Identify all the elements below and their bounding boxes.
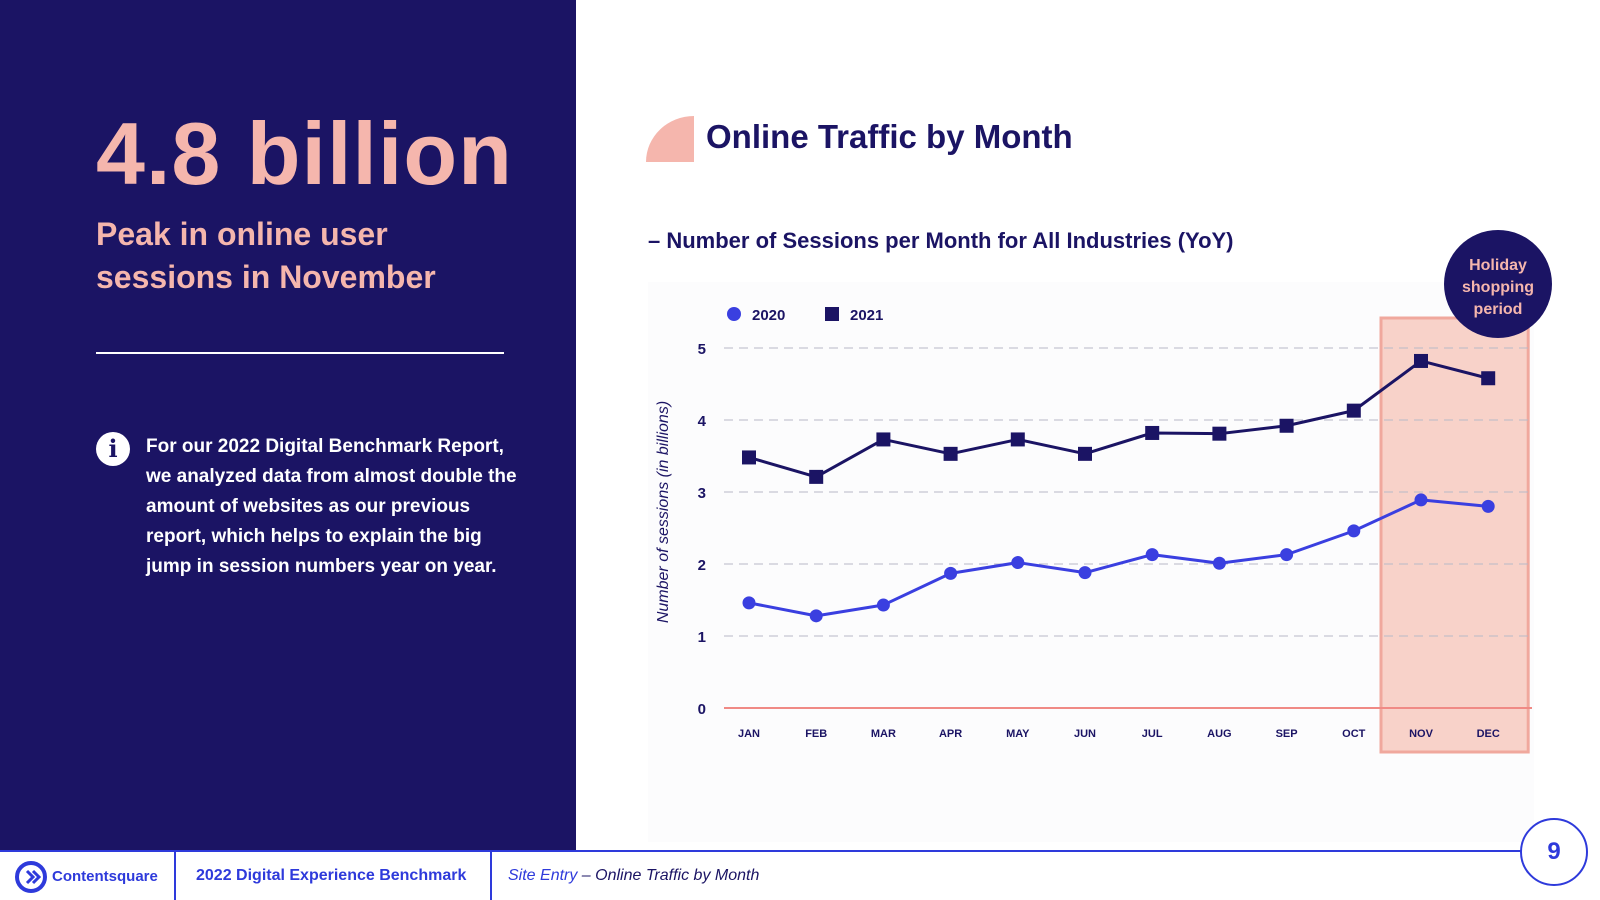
legend-label-2021: 2021 bbox=[850, 307, 883, 324]
info-icon: i bbox=[96, 432, 130, 466]
data-point-2021 bbox=[1279, 418, 1294, 433]
y-tick-label: 1 bbox=[698, 629, 706, 646]
chart-subtitle: – Number of Sessions per Month for All I… bbox=[648, 228, 1234, 253]
data-point-2020 bbox=[876, 598, 890, 612]
legend-marker-2021 bbox=[825, 307, 839, 321]
footer-separator bbox=[174, 852, 176, 900]
footer-brand: Contentsquare bbox=[52, 868, 158, 885]
holiday-label-text: Holiday bbox=[1469, 257, 1527, 274]
data-point-2020 bbox=[742, 596, 756, 610]
holiday-label-bubble bbox=[1444, 230, 1552, 338]
footer-report-title: 2022 Digital Experience Benchmark bbox=[196, 867, 467, 884]
legend-label-2020: 2020 bbox=[752, 307, 785, 324]
series-line-2020 bbox=[748, 498, 1489, 618]
chart-title: Online Traffic by Month bbox=[706, 118, 1073, 155]
breadcrumb: Site Entry – Online Traffic by Month bbox=[508, 867, 759, 885]
data-point-2021 bbox=[1212, 426, 1227, 441]
holiday-label-text: period bbox=[1474, 301, 1523, 318]
data-point-2020 bbox=[1145, 548, 1159, 562]
page-number: 9 bbox=[1520, 818, 1588, 886]
data-point-2021 bbox=[809, 469, 824, 484]
y-tick-label: 3 bbox=[698, 485, 706, 502]
data-point-2021 bbox=[1078, 446, 1092, 461]
y-tick-label: 2 bbox=[698, 557, 706, 574]
y-tick-label: 0 bbox=[698, 701, 706, 718]
data-point-2020 bbox=[809, 609, 823, 623]
x-tick-label: JUN bbox=[1074, 728, 1096, 740]
stat-subtitle: Peak in online user sessions in November bbox=[96, 216, 436, 296]
info-text: For our 2022 Digital Benchmark Report, w… bbox=[146, 436, 517, 577]
breadcrumb-section: Site Entry bbox=[508, 867, 578, 884]
data-point-2020 bbox=[944, 566, 958, 580]
data-point-2021 bbox=[1145, 425, 1160, 440]
footer-divider bbox=[0, 850, 1522, 852]
data-point-2021 bbox=[876, 432, 891, 447]
data-point-2021 bbox=[1414, 353, 1428, 368]
x-tick-label: JAN bbox=[738, 728, 760, 740]
data-point-2020 bbox=[1414, 493, 1428, 507]
contentsquare-logo-icon bbox=[15, 861, 47, 893]
data-point-2021 bbox=[1481, 371, 1496, 386]
data-point-2020 bbox=[1280, 548, 1294, 562]
x-tick-label: MAY bbox=[1006, 728, 1030, 740]
x-tick-label: OCT bbox=[1342, 728, 1366, 740]
data-point-2020 bbox=[1481, 499, 1495, 513]
data-point-2021 bbox=[742, 450, 756, 465]
left-panel: 4.8 billion Peak in online user sessions… bbox=[0, 0, 576, 851]
y-axis-label: Number of sessions (in billions) bbox=[655, 401, 672, 623]
y-tick-label: 4 bbox=[698, 413, 707, 430]
data-point-2021 bbox=[943, 446, 958, 461]
quarter-circle-icon bbox=[646, 116, 694, 162]
breadcrumb-page: – Online Traffic by Month bbox=[577, 867, 760, 884]
x-tick-label: NOV bbox=[1409, 728, 1434, 740]
data-point-2021 bbox=[1010, 432, 1025, 447]
x-tick-label: APR bbox=[939, 728, 962, 740]
data-point-2021 bbox=[1346, 403, 1361, 418]
x-tick-label: MAR bbox=[871, 728, 896, 740]
data-point-2020 bbox=[1011, 556, 1025, 570]
highlight-band bbox=[1379, 316, 1530, 754]
series-line-2021 bbox=[748, 359, 1489, 479]
x-tick-label: AUG bbox=[1207, 728, 1231, 740]
x-tick-label: DEC bbox=[1477, 728, 1500, 740]
holiday-label-text: shopping bbox=[1462, 279, 1534, 296]
divider bbox=[96, 352, 504, 354]
big-stat: 4.8 billion bbox=[96, 104, 513, 203]
x-tick-label: JUL bbox=[1142, 728, 1163, 740]
x-tick-label: FEB bbox=[805, 728, 827, 740]
footer-separator bbox=[490, 852, 492, 900]
data-point-2020 bbox=[1212, 556, 1226, 570]
data-point-2020 bbox=[1078, 566, 1092, 580]
legend-marker-2020 bbox=[727, 307, 741, 321]
x-tick-label: SEP bbox=[1276, 728, 1298, 740]
y-tick-label: 5 bbox=[698, 341, 706, 358]
data-point-2020 bbox=[1347, 524, 1361, 538]
